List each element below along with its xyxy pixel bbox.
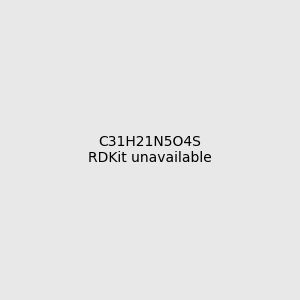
Text: C31H21N5O4S
RDKit unavailable: C31H21N5O4S RDKit unavailable: [88, 135, 212, 165]
